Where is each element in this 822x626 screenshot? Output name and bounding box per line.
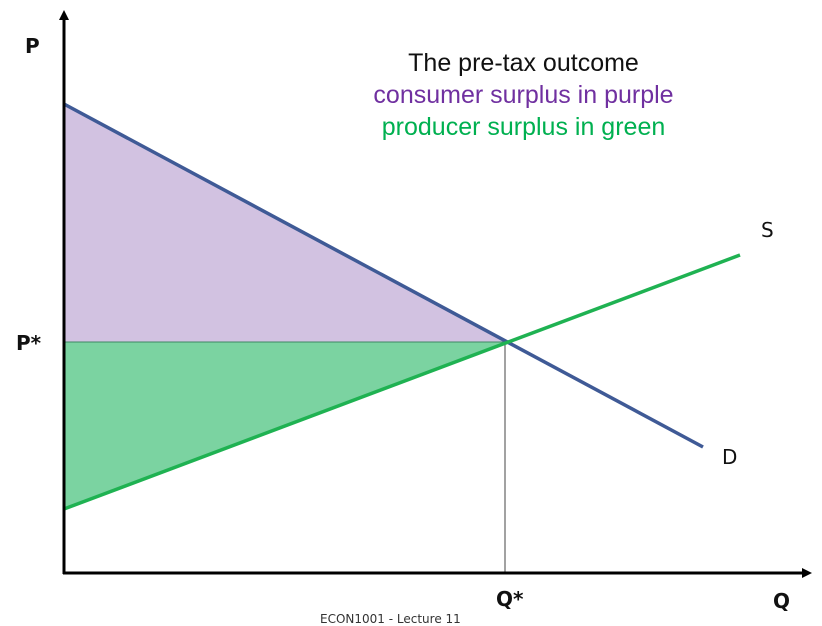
x-axis-arrow: [802, 568, 812, 578]
y-axis-arrow: [59, 10, 69, 20]
footer-text: ECON1001 - Lecture 11: [320, 612, 461, 626]
legend-box: The pre-tax outcome consumer surplus in …: [345, 41, 702, 191]
price-axis-label: P: [25, 34, 40, 58]
legend-producer-surplus: producer surplus in green: [381, 113, 666, 141]
quantity-axis-label: Q: [773, 589, 791, 613]
legend-consumer-surplus: consumer surplus in purple: [373, 81, 674, 109]
equilibrium-price-label: P*: [16, 331, 42, 355]
demand-curve: [63, 102, 704, 449]
equilibrium-quantity-label: Q*: [496, 587, 524, 611]
supply-curve: [63, 253, 741, 511]
supply-curve-label: S: [761, 218, 774, 242]
legend-title: The pre-tax outcome: [408, 49, 639, 77]
demand-curve-label: D: [722, 445, 738, 469]
